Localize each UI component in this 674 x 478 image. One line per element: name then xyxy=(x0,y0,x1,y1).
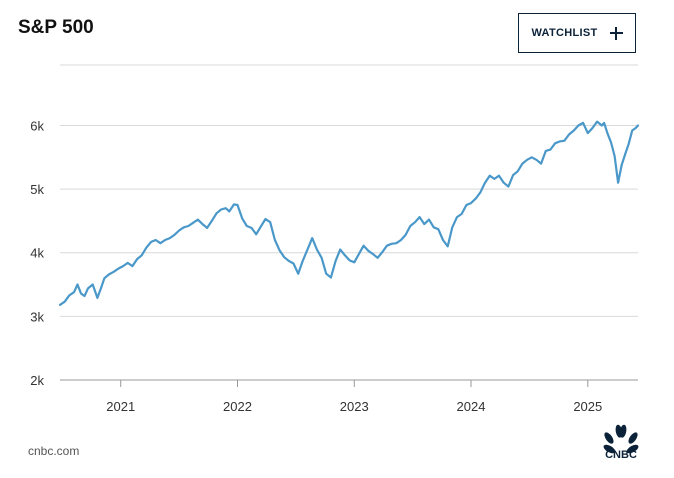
source-label: cnbc.com xyxy=(28,444,80,458)
y-tick-label: 2k xyxy=(30,373,44,388)
y-tick-label: 5k xyxy=(30,182,44,197)
watchlist-button[interactable]: WATCHLIST xyxy=(518,13,636,53)
plus-icon xyxy=(609,26,623,40)
watchlist-label: WATCHLIST xyxy=(531,27,598,39)
y-tick-label: 4k xyxy=(30,246,44,261)
series-layer xyxy=(58,120,640,306)
x-tick-label: 2021 xyxy=(106,399,135,414)
x-tick-label: 2023 xyxy=(340,399,369,414)
tick-labels: 2k 3k 4k 5k 6k 2021 2022 2023 2024 2025 xyxy=(30,118,602,414)
x-tick-label: 2022 xyxy=(223,399,252,414)
logo-text: CNBC xyxy=(605,449,637,460)
x-tick-label: 2024 xyxy=(457,399,486,414)
series-line xyxy=(58,120,640,306)
y-tick-label: 6k xyxy=(30,118,44,133)
page-title: S&P 500 xyxy=(18,17,94,38)
grid-layer xyxy=(60,64,638,381)
x-tick-label: 2025 xyxy=(573,399,602,414)
y-tick-label: 3k xyxy=(30,309,44,324)
peacock-icon[interactable]: CNBC xyxy=(598,424,644,460)
x-axis xyxy=(120,380,589,387)
